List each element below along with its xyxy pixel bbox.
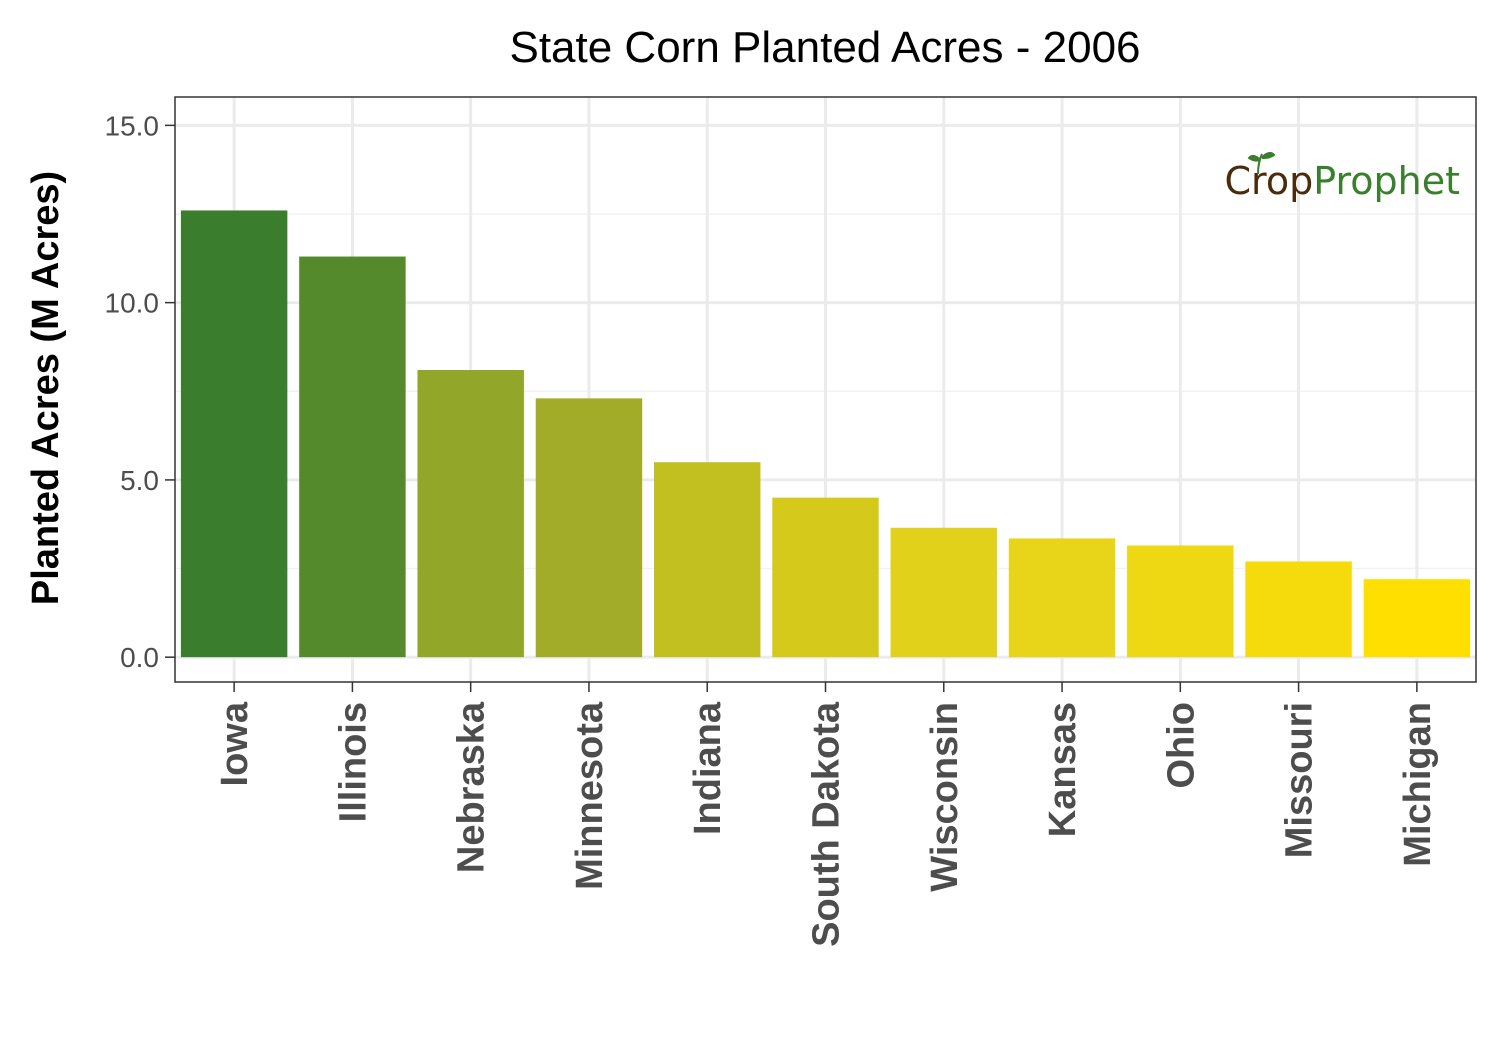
x-tick-label: Michigan — [1397, 702, 1439, 867]
x-tick-label: Minnesota — [569, 701, 611, 890]
bar-nebraska — [417, 370, 524, 658]
bar-wisconsin — [890, 527, 997, 658]
x-tick-label: Nebraska — [451, 701, 493, 873]
y-tick-label: 5.0 — [120, 465, 159, 496]
x-tick-label: Kansas — [1042, 702, 1084, 837]
x-axis: Iowa Illinois Nebraska Minnesota Indiana Sout… — [214, 682, 1439, 947]
x-tick-label: South Dakota — [806, 701, 848, 947]
y-tick-label: 10.0 — [105, 288, 160, 319]
y-tick-label: 15.0 — [105, 110, 160, 141]
bar-illinois — [299, 256, 406, 658]
y-tick-label: 0.0 — [120, 642, 159, 673]
logo-prophet-text: Prophet — [1313, 159, 1460, 203]
svg-text:CropProphet: CropProphet — [1225, 159, 1460, 203]
x-tick-label: Iowa — [214, 701, 256, 786]
x-tick-label: Indiana — [687, 701, 729, 835]
x-tick-label: Ohio — [1160, 702, 1202, 789]
bar-ohio — [1127, 545, 1234, 658]
chart-title: State Corn Planted Acres - 2006 — [509, 23, 1140, 72]
x-tick-label: Illinois — [332, 702, 374, 822]
logo-crop-text: Crop — [1225, 159, 1314, 203]
x-tick-label: Missouri — [1279, 702, 1321, 858]
bar-minnesota — [535, 398, 643, 658]
bar-iowa — [180, 210, 288, 658]
bar-michigan — [1363, 579, 1471, 658]
bar-missouri — [1245, 561, 1352, 658]
bar-south-dakota — [772, 497, 879, 658]
y-axis-label: Planted Acres (M Acres) — [25, 171, 67, 605]
cropprophet-logo: CropProphet — [1225, 152, 1460, 203]
bar-indiana — [654, 462, 761, 658]
sprout-icon — [1247, 152, 1276, 175]
x-tick-label: Wisconsin — [924, 702, 966, 892]
y-axis: 0.0 5.0 10.0 15.0 — [105, 110, 175, 673]
bar-kansas — [1008, 538, 1116, 658]
bars — [180, 210, 1471, 658]
